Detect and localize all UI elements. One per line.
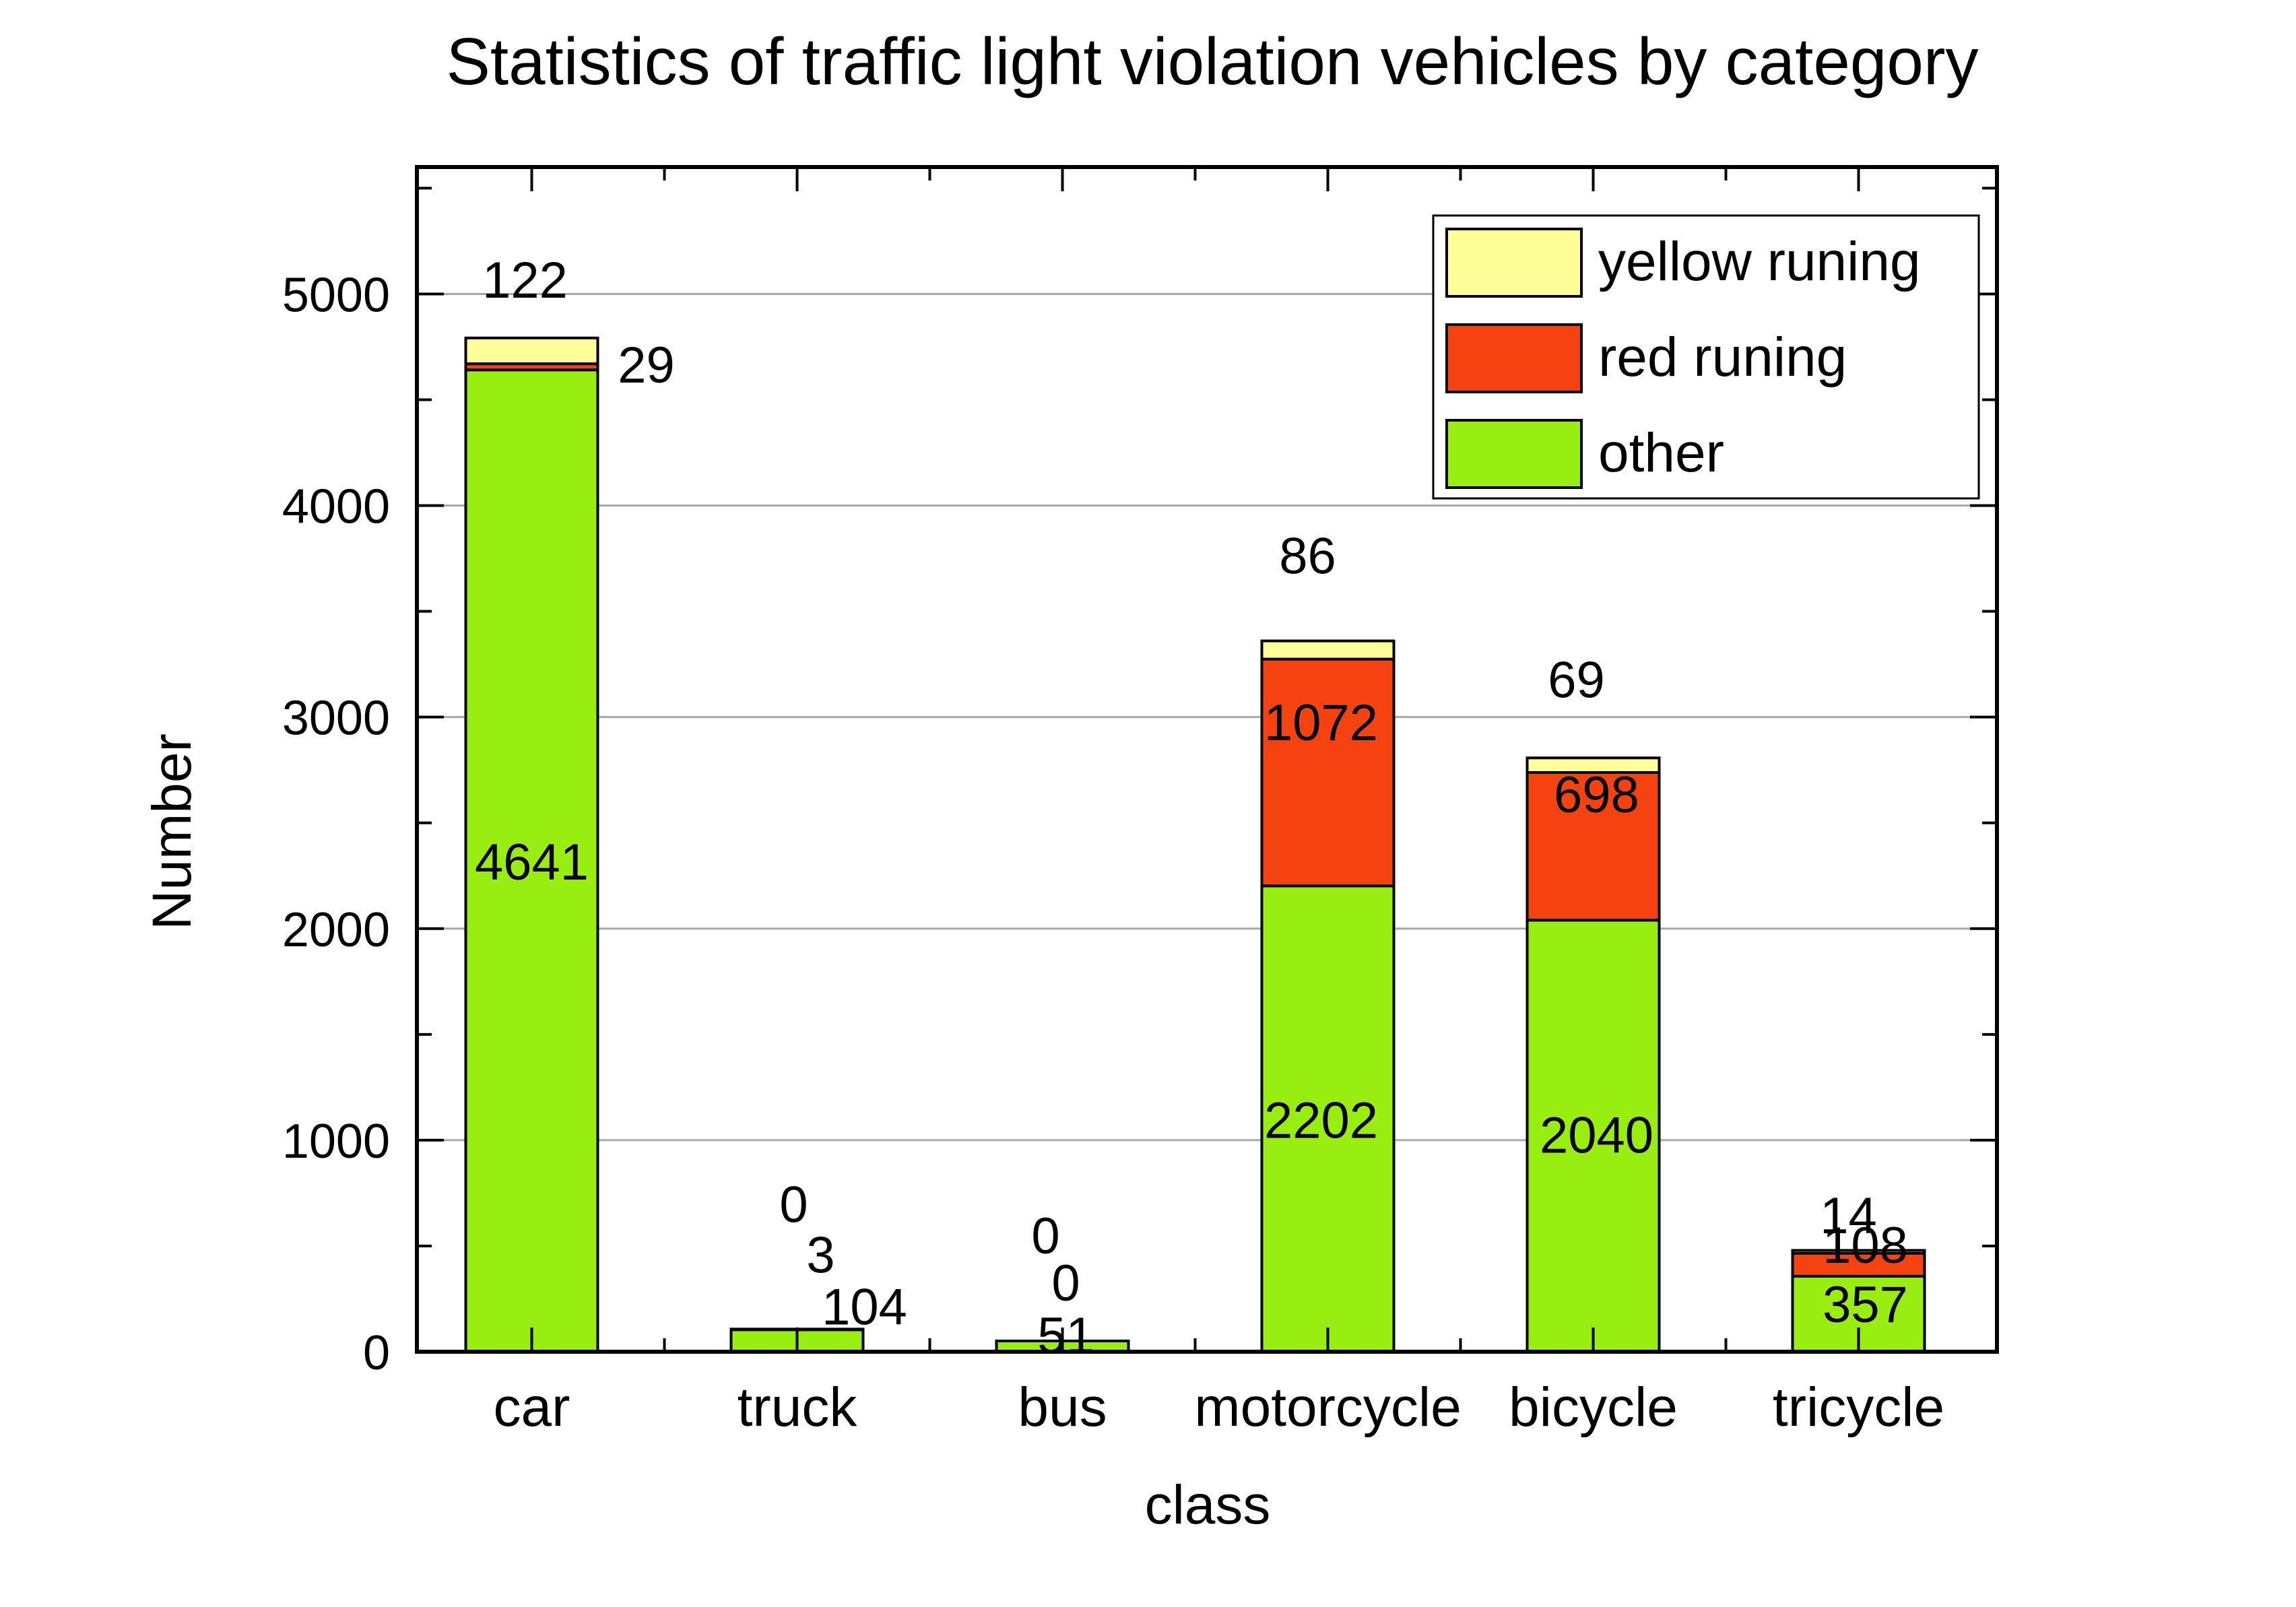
data-label: 2040	[1540, 1107, 1653, 1164]
x-tick-label: motorcycle	[1194, 1377, 1461, 1438]
bar-red-runing-motorcycle	[1260, 657, 1396, 888]
x-tick-label: car	[494, 1377, 570, 1438]
y-tick-label: 5000	[282, 268, 390, 322]
data-label: 2202	[1264, 1092, 1378, 1149]
data-label: 0	[779, 1176, 808, 1233]
data-label: 122	[482, 252, 568, 309]
data-label: 104	[822, 1278, 907, 1336]
plot-frame	[415, 165, 1999, 1354]
bar-yellow-runing-bicycle	[1526, 756, 1661, 774]
x-tick-label: truck	[737, 1377, 858, 1438]
bar-yellow-runing-motorcycle	[1260, 639, 1396, 661]
data-label: 0	[1051, 1255, 1080, 1312]
data-label: 14	[1820, 1187, 1877, 1245]
bars	[464, 336, 1926, 1354]
y-tick-label: 4000	[282, 480, 390, 534]
legend-swatch	[1445, 419, 1583, 489]
data-label: 86	[1279, 528, 1336, 585]
legend: yellow runing red runing other	[1432, 214, 1980, 500]
data-labels: 4641291221043051002202107286204069869357…	[475, 252, 1908, 1365]
data-label: 0	[1031, 1208, 1059, 1265]
data-label: 357	[1823, 1276, 1908, 1334]
bar-other-car	[464, 368, 599, 1353]
bar-other-motorcycle	[1260, 884, 1396, 1353]
legend-swatch	[1445, 323, 1583, 393]
x-tick-label: tricycle	[1773, 1377, 1944, 1438]
y-tick-label: 3000	[282, 692, 390, 746]
y-tick-label: 1000	[282, 1115, 390, 1169]
data-label: 51	[1037, 1307, 1094, 1365]
x-tick-label: bus	[1018, 1377, 1107, 1438]
y-tick-label: 0	[363, 1326, 390, 1380]
bar-yellow-runing-tricycle	[1791, 1249, 1926, 1255]
data-label: 3	[806, 1226, 834, 1284]
data-label: 1072	[1264, 694, 1378, 752]
data-label: 108	[1823, 1217, 1908, 1274]
x-axis-label: class	[1145, 1474, 1271, 1536]
data-label: 69	[1548, 651, 1605, 709]
bar-other-bicycle	[1526, 919, 1661, 1353]
y-tick-label: 2000	[282, 903, 390, 957]
x-tick-label: bicycle	[1509, 1377, 1678, 1438]
data-label: 4641	[475, 834, 589, 891]
bar-yellow-runing-car	[464, 336, 599, 366]
y-axis-label: Number	[141, 733, 203, 930]
gridlines	[417, 292, 1997, 1142]
legend-label: other	[1598, 422, 1724, 484]
legend-label: yellow runing	[1598, 231, 1921, 292]
legend-label: red runing	[1598, 327, 1847, 388]
bar-red-runing-tricycle	[1791, 1251, 1926, 1278]
chart-title: Statistics of traffic light violation ve…	[446, 24, 1978, 98]
data-label: 29	[618, 337, 675, 394]
bar-red-runing-bicycle	[1526, 770, 1661, 922]
legend-swatch	[1445, 228, 1583, 298]
data-label: 698	[1554, 766, 1639, 824]
